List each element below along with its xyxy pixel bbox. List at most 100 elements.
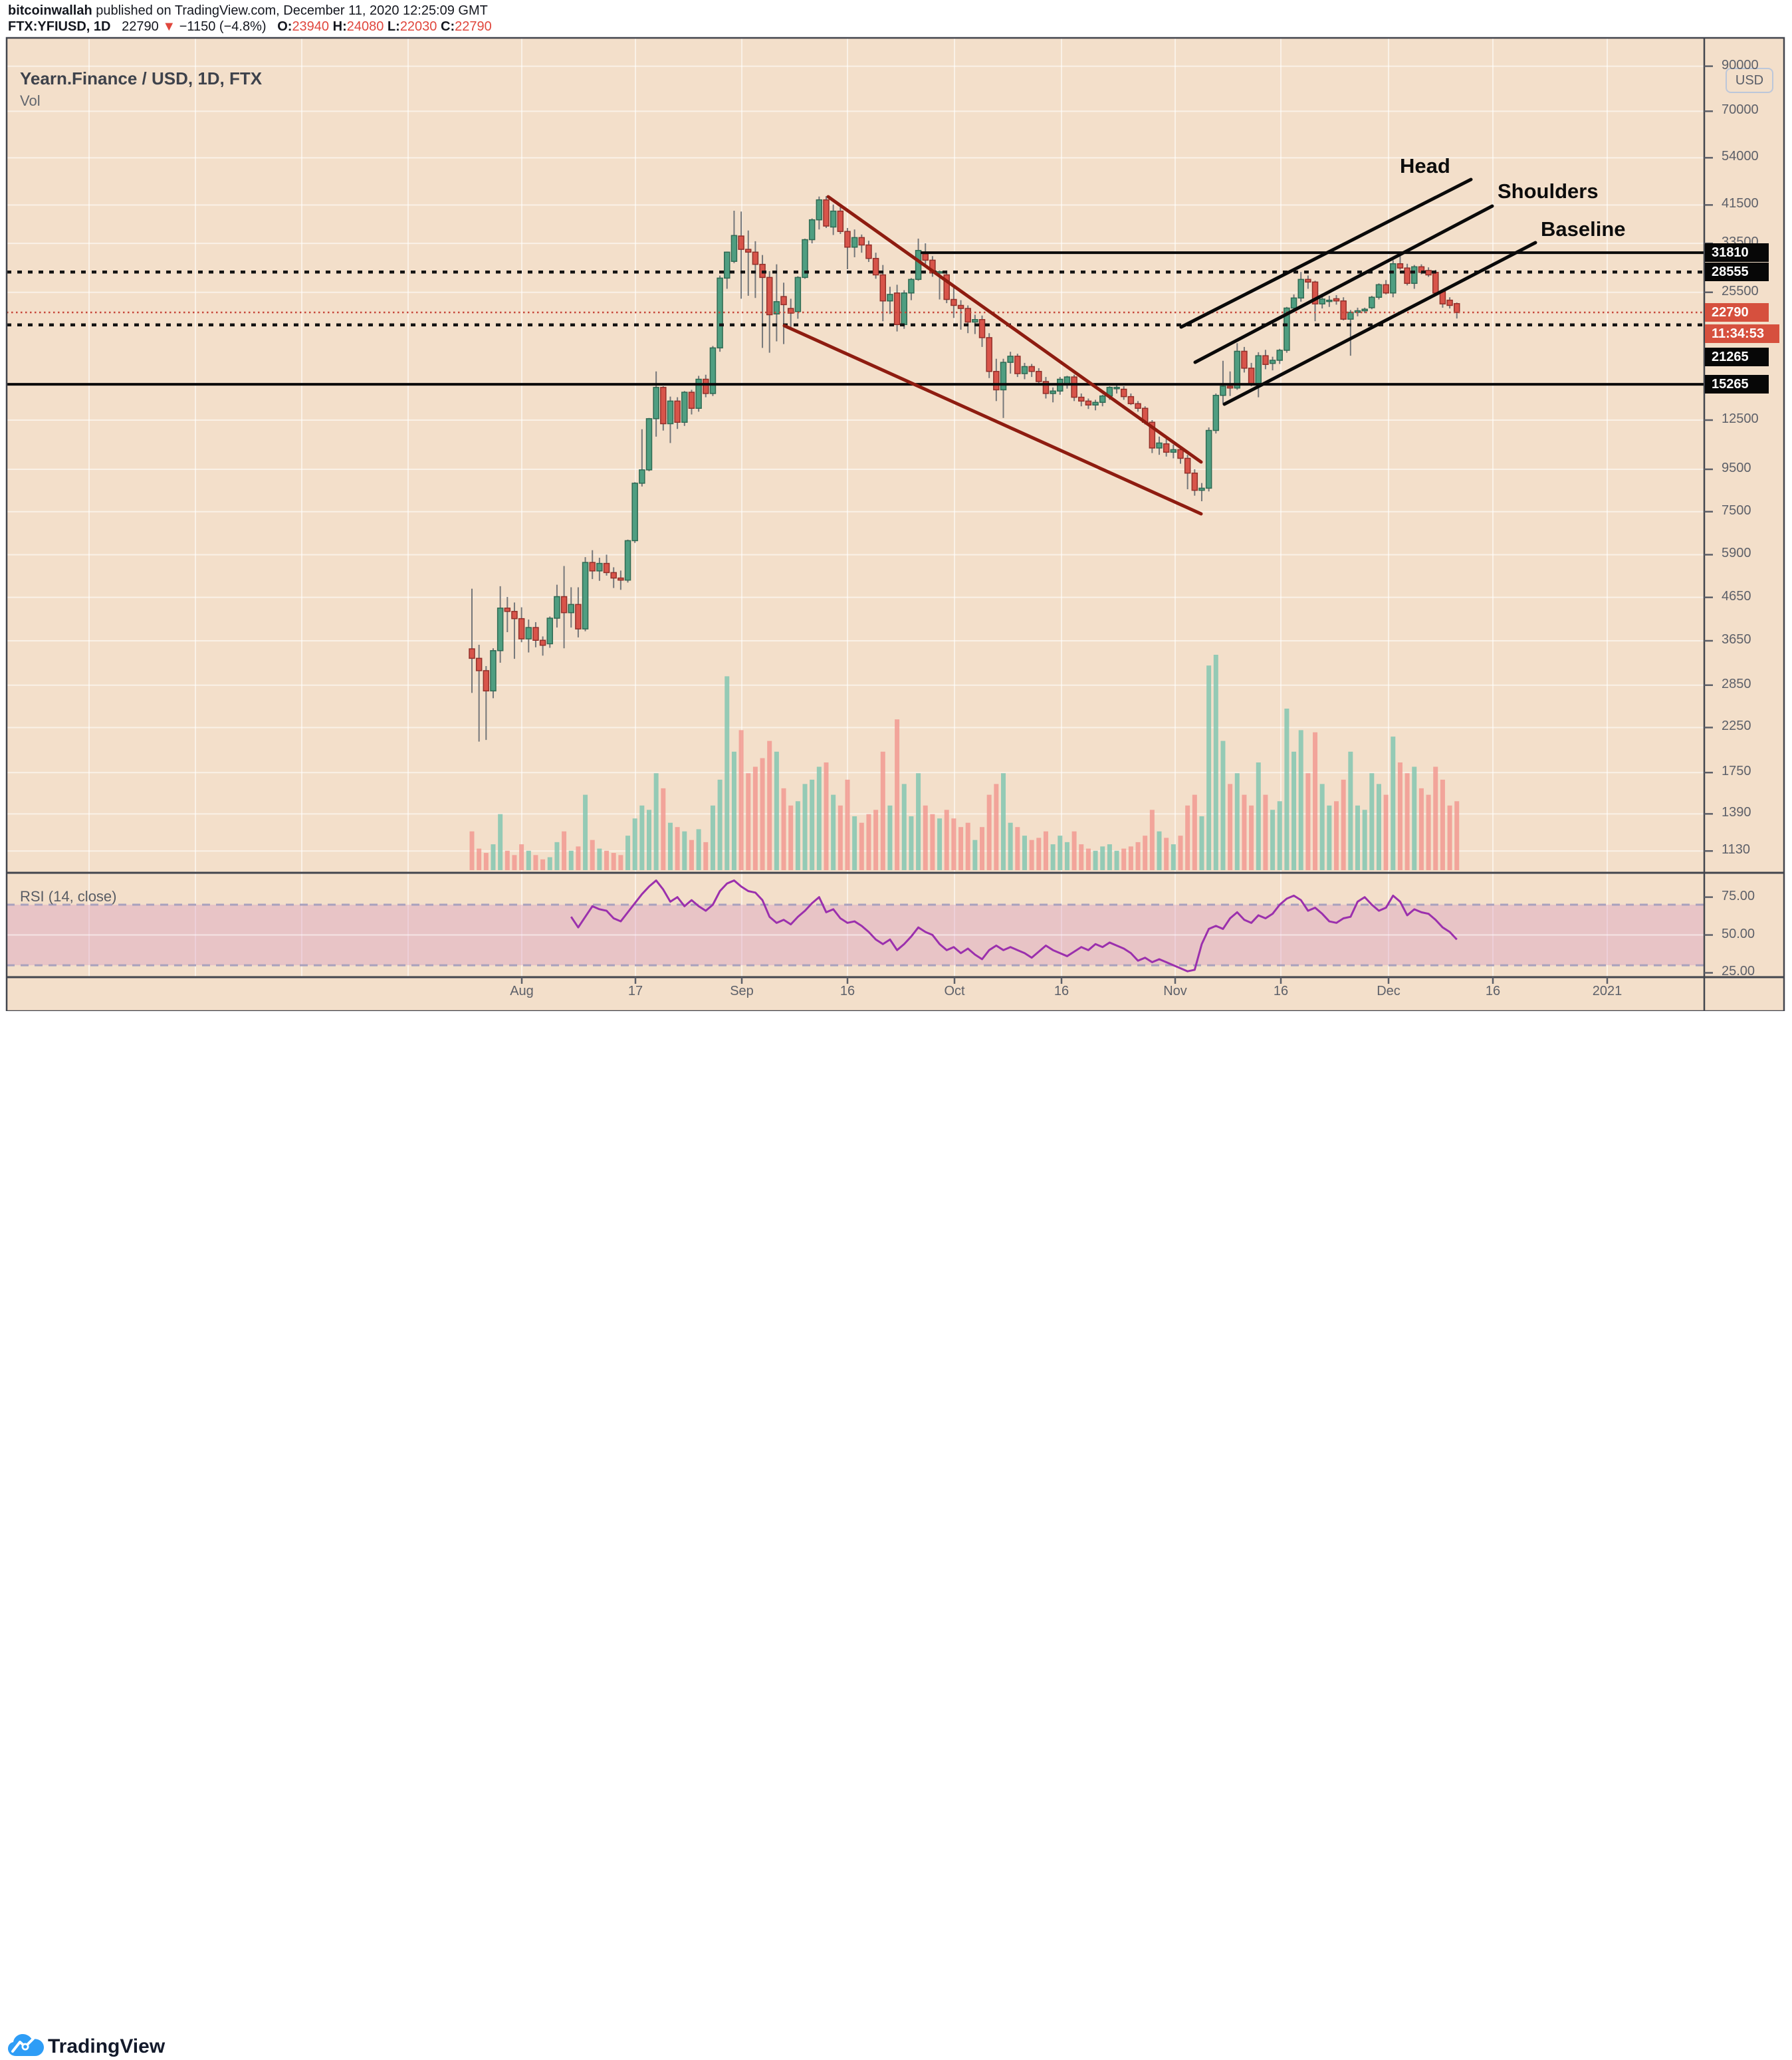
time-axis-label: 2021 xyxy=(1592,984,1623,998)
currency-toggle-button[interactable]: USD xyxy=(1726,68,1773,93)
volume-bar xyxy=(1220,741,1226,870)
falling-wedge-lower xyxy=(782,324,1203,516)
candle-body xyxy=(582,562,589,629)
volume-bar xyxy=(1149,810,1155,870)
volume-bar xyxy=(1008,822,1013,870)
candle-body xyxy=(589,562,596,572)
candle-body xyxy=(1078,396,1085,402)
volume-bar xyxy=(880,751,885,870)
volume-bar xyxy=(717,779,723,870)
candle-body xyxy=(1050,390,1056,394)
volume-bar xyxy=(1319,784,1325,870)
candle-body xyxy=(1425,270,1432,276)
candle-body xyxy=(532,627,539,641)
volume-bar xyxy=(1284,709,1289,870)
candle-body xyxy=(978,319,986,338)
price-tag-15265: 15265 xyxy=(1705,375,1769,394)
volume-bar xyxy=(1298,730,1303,870)
candle-body xyxy=(730,235,738,262)
candle-body xyxy=(1021,366,1028,374)
volume-bar xyxy=(1085,848,1091,870)
candle-body xyxy=(851,237,858,248)
volume-bar xyxy=(873,810,879,870)
volume-bar xyxy=(540,859,546,870)
volume-bar xyxy=(1383,794,1389,870)
candle-body xyxy=(1036,371,1042,382)
volume-bar xyxy=(1426,794,1431,870)
candle-body xyxy=(1198,487,1205,491)
volume-bar xyxy=(752,766,758,870)
volume-bar xyxy=(1206,665,1212,870)
candle-body xyxy=(1404,267,1410,285)
tradingview-brand[interactable]: TradingView xyxy=(48,2035,166,2057)
ticker-symbol: FTX:YFIUSD, 1D xyxy=(8,19,111,34)
volume-bar xyxy=(1135,842,1141,870)
volume-bar xyxy=(944,810,949,870)
volume-bar xyxy=(972,840,978,870)
candle-body xyxy=(695,378,702,409)
candle-body xyxy=(497,608,504,651)
price-axis-label: 12500 xyxy=(1722,411,1759,426)
volume-bar xyxy=(731,751,736,870)
volume-bar xyxy=(590,840,595,870)
volume-bar xyxy=(1164,838,1169,870)
price-axis-label: 54000 xyxy=(1722,149,1759,164)
candle-body xyxy=(744,249,752,253)
candle-body xyxy=(1234,350,1241,389)
volume-bar xyxy=(661,788,666,870)
candle-body xyxy=(1319,298,1325,304)
volume-bar xyxy=(738,730,744,870)
volume-bar xyxy=(483,853,489,870)
volume-bar xyxy=(1376,784,1381,870)
candle-body xyxy=(469,648,475,659)
tradingview-logo-icon[interactable] xyxy=(7,2032,45,2060)
channel-shoulders-line xyxy=(1193,204,1494,364)
close-label: C: xyxy=(441,19,455,34)
time-axis-label: Sep xyxy=(730,984,754,998)
candle-body xyxy=(1212,395,1220,431)
candle-body xyxy=(724,251,730,279)
volume-bar xyxy=(1178,836,1183,870)
volume-bar xyxy=(930,814,935,870)
time-axis-label: Dec xyxy=(1377,984,1400,998)
volume-bar xyxy=(831,794,836,870)
price-axis-label: 2850 xyxy=(1722,676,1751,691)
volume-bar xyxy=(1263,794,1268,870)
price-axis-label: 2250 xyxy=(1722,719,1751,734)
volume-bar xyxy=(667,822,673,870)
time-axis-label: Oct xyxy=(944,984,965,998)
volume-bar xyxy=(1234,773,1240,870)
candle-body xyxy=(1262,355,1269,366)
price-tag-22790: 22790 xyxy=(1705,303,1769,322)
volume-bar xyxy=(1397,762,1402,870)
volume-bar xyxy=(504,850,510,870)
candle-body xyxy=(1170,449,1177,453)
rsi-line xyxy=(570,879,1458,973)
volume-bar xyxy=(781,788,786,870)
volume-bar xyxy=(1128,846,1133,870)
candle-body xyxy=(1000,362,1007,391)
time-axis-label: 16 xyxy=(1273,984,1289,998)
volume-bar xyxy=(689,840,694,870)
candle-body xyxy=(1333,298,1340,302)
candle-body xyxy=(1361,308,1368,312)
volume-bar xyxy=(469,831,475,870)
candle-body xyxy=(823,199,830,227)
volume-bar xyxy=(980,827,985,870)
time-axis-label: Aug xyxy=(510,984,534,998)
candle-body xyxy=(596,562,603,572)
volume-bar xyxy=(1256,762,1261,870)
rsi-axis-label: 25.00 xyxy=(1722,964,1755,979)
candle-body xyxy=(688,392,695,409)
candle-body xyxy=(1177,449,1184,459)
candle-body xyxy=(901,292,908,325)
price-axis-label: 5900 xyxy=(1722,546,1751,561)
open-value: 23940 xyxy=(292,19,330,34)
candle-body xyxy=(808,219,816,241)
published-chart-page: bitcoinwallah published on TradingView.c… xyxy=(5,3,1785,2057)
candle-body xyxy=(653,387,659,419)
candle-body xyxy=(879,274,887,302)
candle-body xyxy=(816,199,823,221)
volume-bar xyxy=(1418,788,1424,870)
candle-body xyxy=(752,251,759,265)
